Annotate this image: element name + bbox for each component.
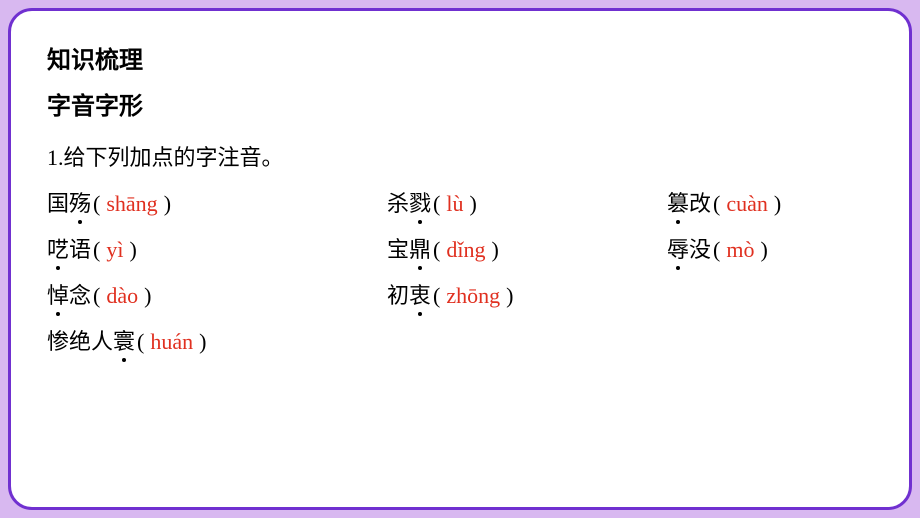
vocab-entry: 悼念(dào) xyxy=(47,278,387,310)
pinyin-answer: huán xyxy=(144,329,199,355)
pinyin-answer: shāng xyxy=(100,191,163,217)
paren-close: ) xyxy=(129,237,136,263)
vocab-word: 惨绝人寰 xyxy=(47,324,135,356)
paren-open: ( xyxy=(433,283,440,309)
dotted-char: 悼 xyxy=(47,278,69,310)
pinyin-answer: dǐng xyxy=(440,237,491,263)
paren-open: ( xyxy=(433,237,440,263)
paren-open: ( xyxy=(93,283,100,309)
paren-open: ( xyxy=(433,191,440,217)
vocab-entry: 初衷(zhōng) xyxy=(387,278,667,310)
vocab-entry: 篡改(cuàn) xyxy=(667,186,887,218)
heading-2: 字音字形 xyxy=(47,85,873,131)
vocab-entry-empty xyxy=(667,278,887,310)
vocab-entry: 辱没(mò) xyxy=(667,232,887,264)
pinyin-answer: mò xyxy=(720,237,760,263)
dotted-char: 辱 xyxy=(667,232,689,264)
vocab-word: 篡改 xyxy=(667,186,711,218)
paren-open: ( xyxy=(713,191,720,217)
dotted-char: 衷 xyxy=(409,278,431,310)
dotted-char: 呓 xyxy=(47,232,69,264)
vocab-entry: 呓语(yì) xyxy=(47,232,387,264)
vocab-word: 初衷 xyxy=(387,278,431,310)
vocab-entry: 杀戮(lù) xyxy=(387,186,667,218)
pinyin-answer: yì xyxy=(100,237,129,263)
heading-1: 知识梳理 xyxy=(47,39,873,85)
paren-open: ( xyxy=(137,329,144,355)
dotted-char: 寰 xyxy=(113,324,135,356)
paren-open: ( xyxy=(93,237,100,263)
vocab-grid: 国殇(shāng) 杀戮(lù) 篡改(cuàn) 呓语(yì) 宝鼎(dǐng… xyxy=(47,186,873,356)
dotted-char: 戮 xyxy=(409,186,431,218)
pinyin-answer: cuàn xyxy=(720,191,774,217)
paren-open: ( xyxy=(93,191,100,217)
vocab-word: 悼念 xyxy=(47,278,91,310)
paren-open: ( xyxy=(713,237,720,263)
paren-close: ) xyxy=(144,283,151,309)
vocab-word: 国殇 xyxy=(47,186,91,218)
paren-close: ) xyxy=(491,237,498,263)
instruction-text: 1.给下列加点的字注音。 xyxy=(47,140,873,172)
vocab-entry: 国殇(shāng) xyxy=(47,186,387,218)
pinyin-answer: zhōng xyxy=(440,283,506,309)
vocab-entry: 宝鼎(dǐng) xyxy=(387,232,667,264)
dotted-char: 鼎 xyxy=(409,232,431,264)
vocab-entry: 惨绝人寰(huán) xyxy=(47,324,387,356)
paren-close: ) xyxy=(469,191,476,217)
content-frame: 知识梳理 字音字形 1.给下列加点的字注音。 国殇(shāng) 杀戮(lù) … xyxy=(8,8,912,510)
paren-close: ) xyxy=(164,191,171,217)
paren-close: ) xyxy=(506,283,513,309)
paren-close: ) xyxy=(774,191,781,217)
vocab-word: 呓语 xyxy=(47,232,91,264)
paren-close: ) xyxy=(199,329,206,355)
pinyin-answer: lù xyxy=(440,191,469,217)
dotted-char: 篡 xyxy=(667,186,689,218)
dotted-char: 殇 xyxy=(69,186,91,218)
vocab-word: 杀戮 xyxy=(387,186,431,218)
paren-close: ) xyxy=(760,237,767,263)
vocab-word: 宝鼎 xyxy=(387,232,431,264)
vocab-word: 辱没 xyxy=(667,232,711,264)
pinyin-answer: dào xyxy=(100,283,144,309)
